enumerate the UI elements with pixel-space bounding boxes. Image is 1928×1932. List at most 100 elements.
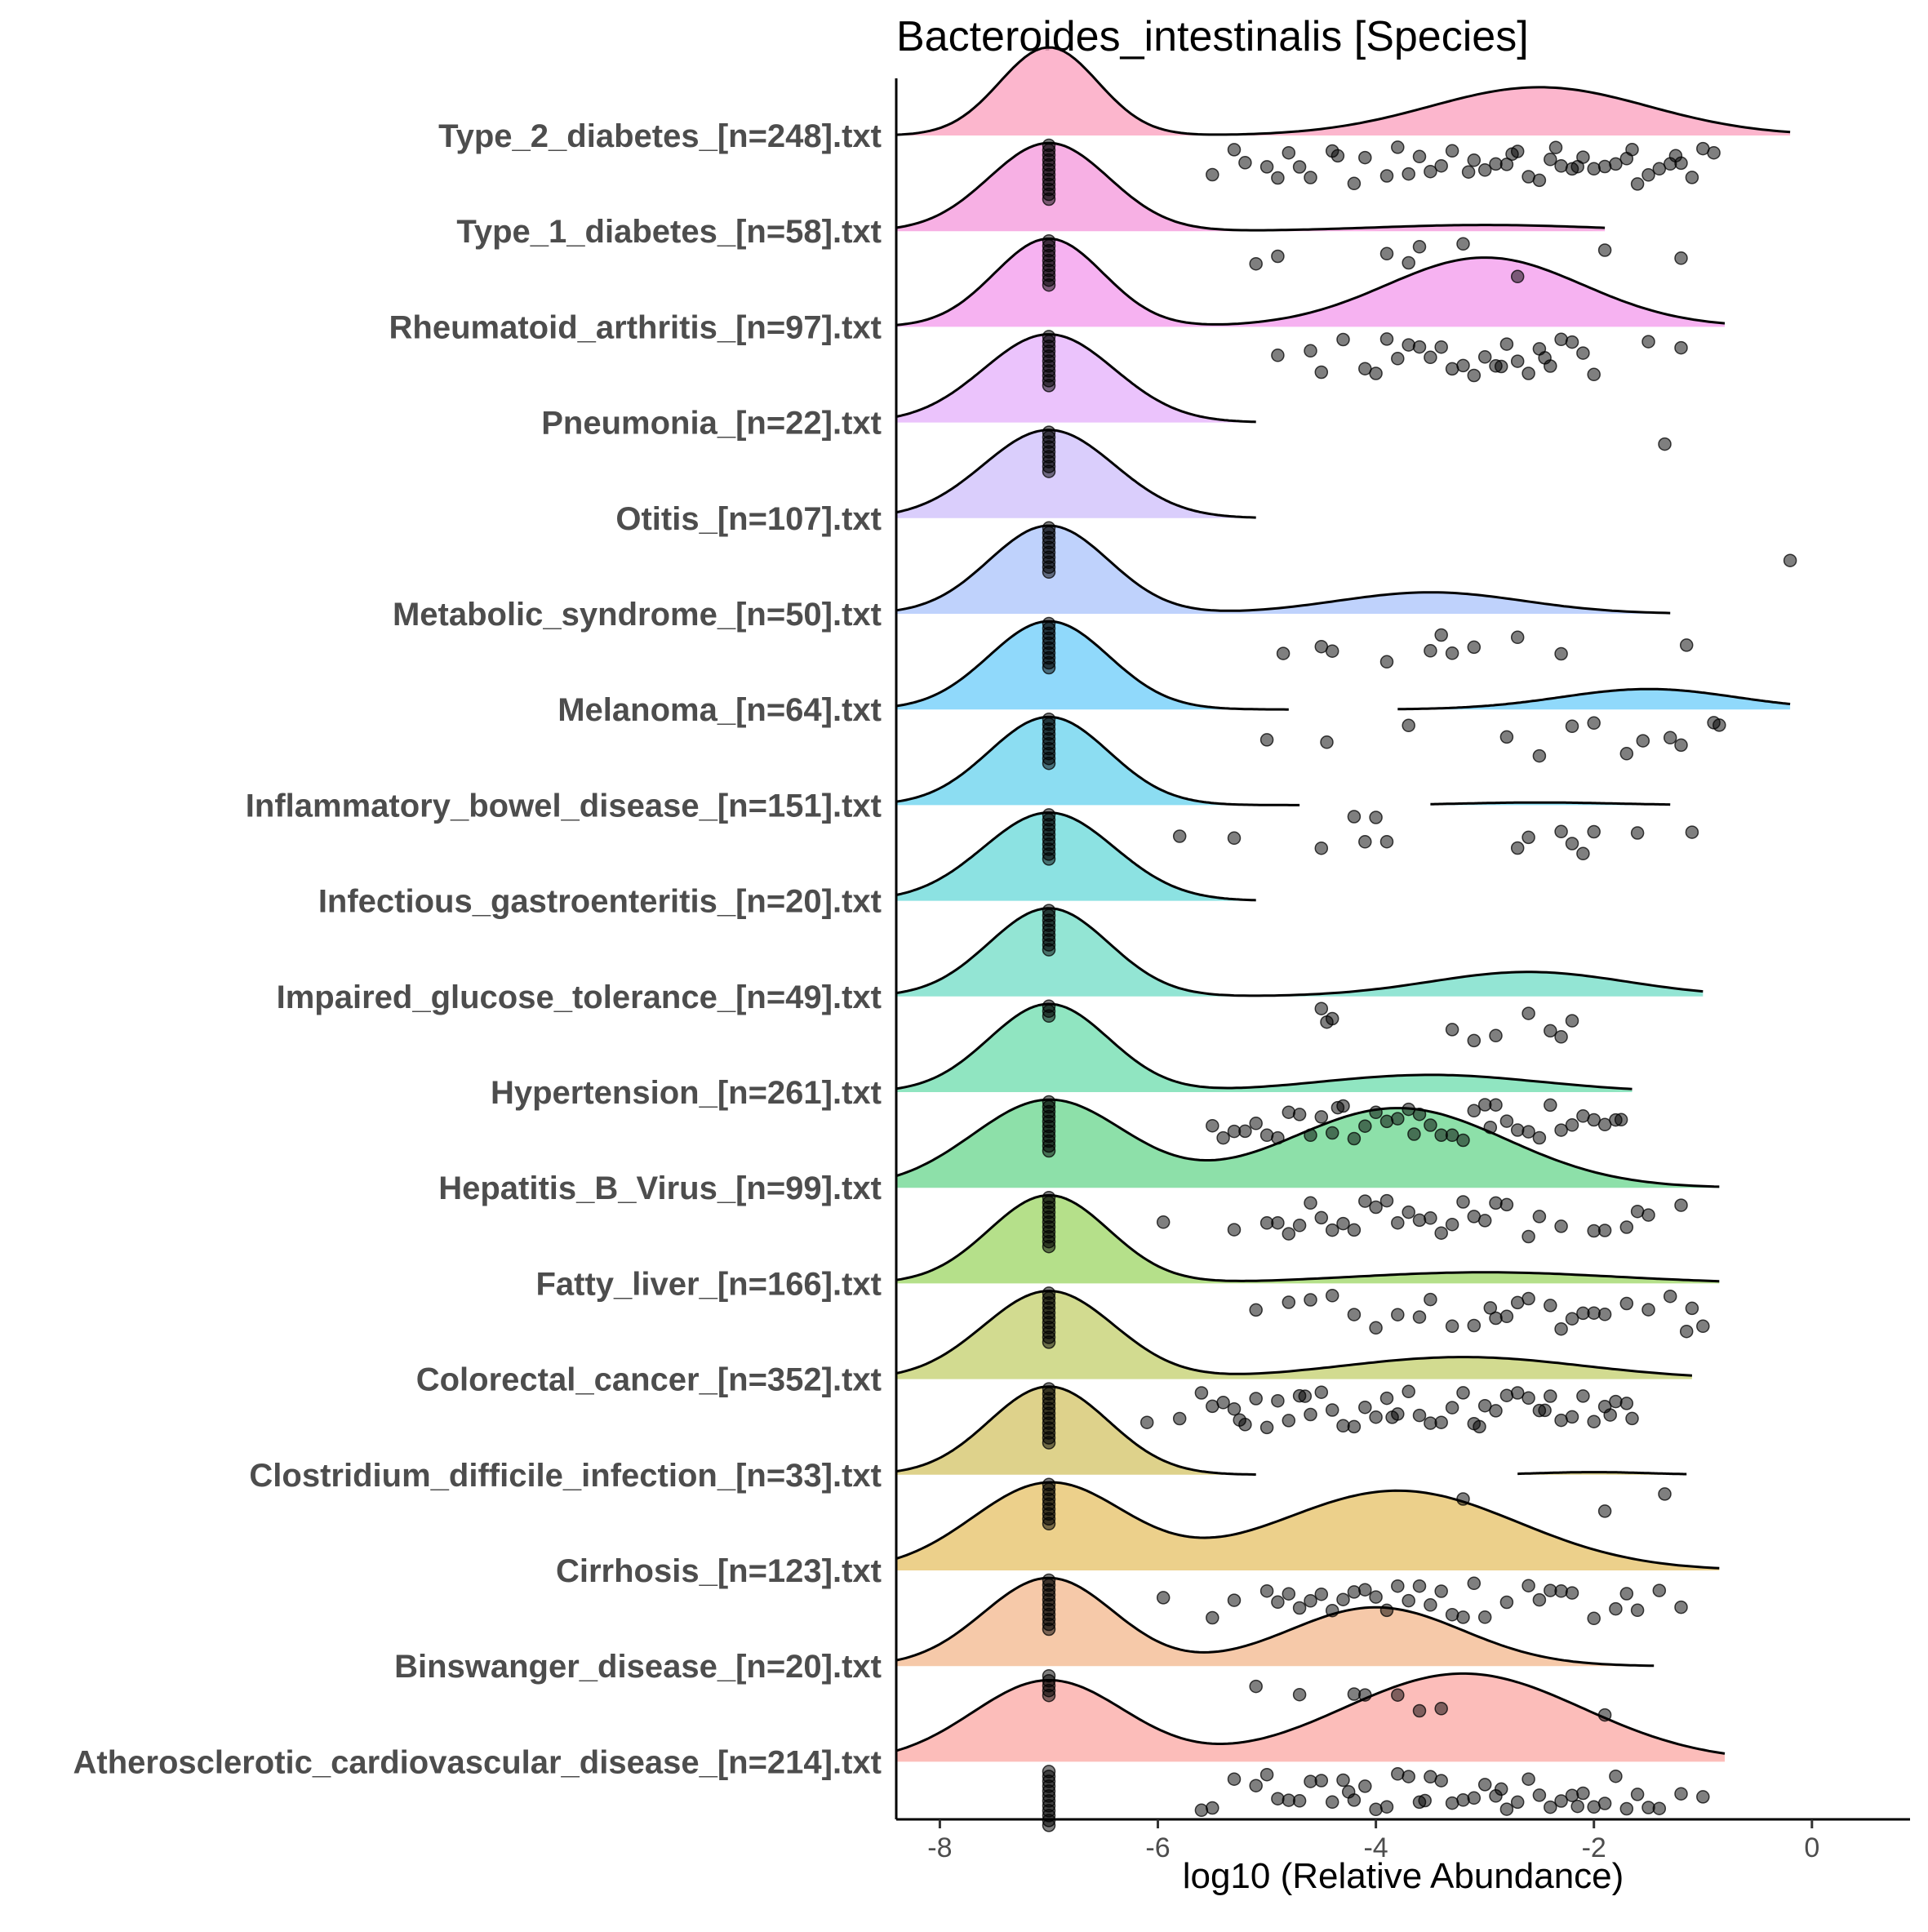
category-label: Pneumonia_[n=22].txt [541,406,882,442]
data-point [1652,1583,1667,1597]
data-point [1292,1601,1307,1615]
data-point [1597,1797,1612,1810]
ridge-fill-7-0 [896,717,1300,806]
ridge-fill-8-0 [896,812,1256,901]
category-label: Rheumatoid_arthritis_[n=97].txt [389,309,882,345]
data-point [1402,255,1415,270]
ridge-outline-12-0 [895,1193,1720,1283]
data-point [1402,167,1415,181]
data-point [1434,1415,1448,1429]
data-point [1259,1583,1274,1598]
data-point [1227,1772,1242,1786]
data-point [1391,1767,1405,1781]
data-point [1194,1386,1209,1400]
data-point [1314,1587,1329,1601]
ridge-fill-9-0 [896,908,1704,997]
category-label: Cirrhosis_[n=123].txt [556,1553,882,1589]
data-point [1609,1394,1623,1409]
data-point [1576,846,1590,861]
data-point [1489,1196,1503,1210]
data-point [1424,350,1437,365]
data-point [1707,145,1721,160]
category-label: Otitis_[n=107].txt [615,501,882,537]
data-point [1445,646,1459,660]
data-point [1674,1600,1688,1614]
data-point [1597,243,1612,257]
x-tick-label: -4 [1363,1832,1388,1863]
data-point [1576,1389,1590,1403]
data-point [1206,167,1219,182]
category-label: Inflammatory_bowel_disease_[n=151].txt [246,788,882,824]
data-point [1276,646,1291,660]
data-point [1402,338,1415,352]
data-point [1625,1411,1639,1426]
data-point [1619,1801,1634,1816]
data-point [1391,140,1405,154]
data-point [1282,145,1296,160]
data-point [1652,162,1667,176]
data-point [1271,1215,1285,1230]
data-point [1685,171,1699,184]
data-point [1347,1223,1362,1237]
zero-point [1042,464,1056,478]
data-point [1685,1301,1699,1316]
data-point [1641,1208,1655,1222]
zero-point [1042,943,1056,957]
data-point [1641,168,1655,182]
data-point [1456,1492,1470,1506]
data-point [1499,1309,1514,1324]
zero-point [1042,1144,1056,1158]
data-point [1347,1419,1362,1434]
data-point [1369,1105,1383,1120]
data-point [1499,730,1514,744]
data-point [1554,1123,1568,1137]
data-point [1630,1788,1645,1801]
data-point [1456,1793,1470,1807]
data-point [1385,1410,1399,1424]
data-point [1609,1769,1623,1783]
data-point [1510,630,1525,645]
data-point [1282,1227,1296,1241]
data-point [1369,811,1383,824]
data-point [1548,140,1563,154]
data-point [1292,160,1307,174]
data-point [1304,1196,1317,1210]
ridge-fill-0-0 [896,47,1791,135]
data-point [1194,1803,1209,1818]
data-point [1494,359,1508,374]
data-point [1597,1224,1612,1237]
zero-point [1042,192,1056,207]
data-point [1271,171,1285,185]
data-point [1456,1133,1470,1148]
data-point [1314,365,1329,380]
data-point [1292,1219,1307,1232]
data-point [1402,718,1415,733]
data-point [1379,1603,1394,1618]
data-point [1510,1123,1525,1137]
data-point [1412,340,1427,354]
ridge-outline-5-0 [895,524,1671,615]
data-point [1625,142,1639,157]
data-point [1325,1126,1339,1140]
zero-point [1042,1436,1056,1450]
data-point [1467,368,1482,383]
data-point [1554,1584,1568,1598]
ridge-outline-9-0 [895,907,1704,997]
data-point [1554,332,1568,347]
data-point [1325,644,1339,658]
data-point [1499,1197,1514,1212]
data-point [1369,366,1383,380]
category-label: Hypertension_[n=261].txt [491,1075,882,1111]
data-point [1358,835,1372,849]
data-point [1325,1603,1339,1618]
data-point [1467,1576,1482,1591]
ridge-fill-12-0 [896,1195,1720,1284]
category-label: Impaired_glucose_tolerance_[n=49].txt [277,979,882,1015]
data-point [1696,1319,1710,1334]
data-point [1282,1414,1296,1428]
data-point [1369,1410,1383,1424]
data-point [1510,354,1525,368]
data-point [1630,826,1645,840]
data-point [1510,1386,1525,1400]
zero-point [1042,379,1056,393]
